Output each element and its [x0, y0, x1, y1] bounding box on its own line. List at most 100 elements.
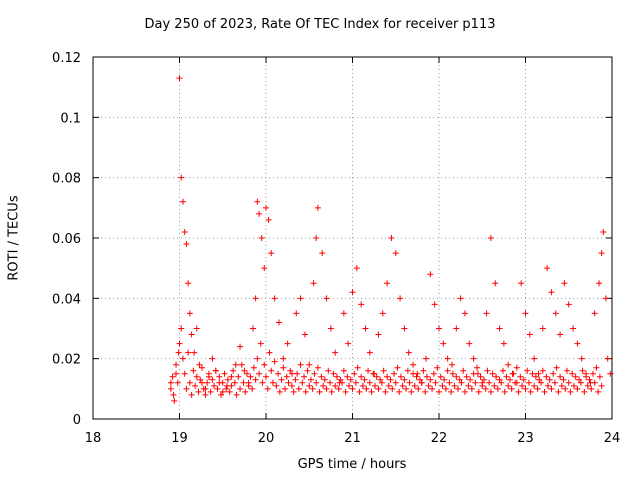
data-point — [185, 349, 192, 356]
data-point — [256, 210, 263, 217]
data-point — [465, 382, 472, 389]
data-point — [399, 382, 406, 389]
data-point — [268, 367, 275, 374]
data-point — [191, 349, 198, 356]
data-point — [577, 379, 584, 386]
data-point — [425, 382, 432, 389]
data-point — [570, 325, 577, 332]
data-point — [365, 367, 372, 374]
data-point — [228, 382, 235, 389]
data-point — [501, 388, 508, 395]
data-point — [380, 367, 387, 374]
data-point — [392, 250, 399, 257]
data-point — [552, 310, 559, 317]
data-point — [477, 373, 484, 380]
data-point — [455, 385, 462, 392]
data-point — [309, 385, 316, 392]
data-point — [375, 385, 382, 392]
data-point — [531, 382, 538, 389]
data-point — [241, 367, 248, 374]
data-point — [209, 376, 216, 383]
data-point — [266, 349, 273, 356]
data-point — [243, 370, 250, 377]
data-point — [574, 340, 581, 347]
x-axis-label: GPS time / hours — [297, 457, 407, 472]
data-point — [359, 382, 366, 389]
data-point — [378, 379, 385, 386]
data-point — [406, 379, 413, 386]
data-point — [212, 367, 219, 374]
data-point — [427, 376, 434, 383]
data-point — [444, 355, 451, 362]
data-point — [181, 228, 188, 235]
data-point — [332, 382, 339, 389]
data-point — [429, 385, 436, 392]
data-point — [223, 385, 230, 392]
data-point — [280, 364, 287, 371]
data-point — [567, 388, 574, 395]
data-point — [555, 388, 562, 395]
data-point — [560, 376, 567, 383]
data-point — [198, 364, 205, 371]
data-point — [442, 385, 449, 392]
data-point — [179, 355, 186, 362]
data-point — [302, 388, 309, 395]
data-point — [211, 382, 218, 389]
data-point — [188, 331, 195, 338]
data-point — [494, 385, 501, 392]
data-point — [221, 370, 228, 377]
data-point — [237, 343, 244, 350]
data-point — [202, 391, 209, 398]
data-point — [415, 385, 422, 392]
data-point — [602, 295, 609, 302]
data-point — [313, 235, 320, 241]
data-point — [263, 373, 269, 380]
data-point — [310, 280, 317, 287]
data-point — [474, 364, 481, 371]
data-point — [470, 370, 477, 377]
plot-frame — [92, 56, 613, 420]
data-point — [275, 319, 282, 326]
data-point — [565, 379, 572, 386]
data-point — [292, 376, 299, 383]
data-point — [574, 385, 581, 392]
data-point — [366, 379, 373, 386]
data-point — [175, 349, 182, 356]
data-point — [546, 376, 553, 383]
data-point — [193, 325, 200, 332]
data-point — [448, 388, 455, 395]
data-point — [370, 370, 377, 377]
data-point — [508, 385, 515, 392]
data-point — [209, 355, 216, 362]
y-tick-label: 0 — [73, 413, 81, 428]
data-point — [321, 376, 328, 383]
data-point — [529, 370, 536, 377]
data-point — [358, 301, 365, 308]
data-point — [327, 379, 334, 386]
data-point — [579, 367, 586, 374]
data-point — [572, 373, 579, 380]
data-point — [347, 376, 354, 383]
data-point — [548, 289, 555, 296]
data-point — [518, 280, 525, 287]
data-point — [306, 361, 313, 368]
y-tick-label: 0.1 — [60, 111, 81, 126]
data-point — [379, 310, 386, 317]
data-point — [561, 280, 568, 287]
data-point — [595, 388, 602, 395]
data-point — [591, 379, 598, 386]
data-point — [340, 367, 347, 374]
data-point — [197, 376, 204, 383]
data-point — [299, 379, 306, 386]
data-point — [396, 388, 403, 395]
data-point — [466, 340, 473, 347]
data-point — [449, 370, 456, 377]
data-point — [487, 388, 494, 395]
data-point — [230, 367, 237, 374]
data-point — [558, 382, 565, 389]
data-point — [384, 280, 391, 287]
data-point — [434, 364, 441, 371]
data-point — [510, 370, 517, 377]
data-point — [491, 382, 498, 389]
data-point — [489, 370, 496, 377]
